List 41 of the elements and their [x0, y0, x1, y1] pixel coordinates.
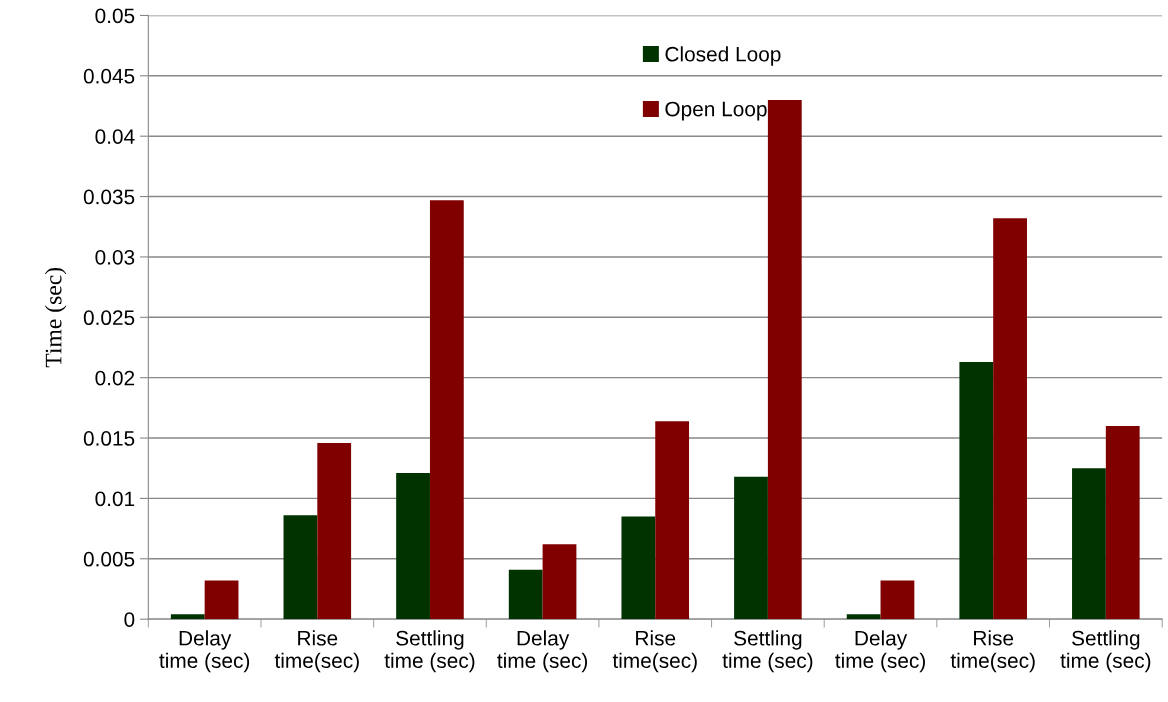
x-tick-label: Settling time (sec) [1060, 630, 1151, 673]
bar [846, 614, 881, 620]
y-tick-label: 0.04 [95, 129, 135, 144]
bar [283, 515, 318, 620]
bar [204, 580, 239, 620]
bar [508, 569, 543, 620]
y-tick-label: 0 [124, 612, 135, 627]
x-tick-label: Rise time(sec) [612, 630, 697, 673]
y-tick-label: 0.015 [83, 431, 135, 446]
bar [993, 218, 1027, 620]
bar [429, 200, 464, 620]
bar [1072, 468, 1106, 620]
y-tick-label: 0.035 [83, 189, 135, 205]
bar [734, 476, 768, 620]
bar [396, 473, 430, 620]
y-axis-title: Time (sec) [44, 267, 67, 368]
y-tick-label: 0.05 [95, 8, 135, 24]
x-tick-label: Rise time(sec) [950, 630, 1035, 673]
y-tick-label: 0.03 [95, 249, 135, 265]
x-tick-label: Rise time(sec) [274, 630, 359, 673]
bar [880, 580, 915, 620]
legend-label: Closed Loop [665, 46, 781, 66]
legend-label: Open Loop [665, 101, 767, 121]
bar [655, 421, 690, 620]
x-tick-label: Delay time (sec) [497, 630, 588, 673]
bar [621, 516, 656, 620]
bar [959, 361, 994, 620]
bar [542, 544, 577, 620]
bar [1105, 425, 1140, 620]
y-tick-label: 0.02 [95, 370, 135, 386]
bar [767, 99, 802, 620]
x-tick-label: Delay time (sec) [159, 630, 250, 673]
bar [170, 614, 205, 620]
x-tick-label: Delay time (sec) [835, 630, 925, 673]
y-tick-label: 0.01 [95, 491, 135, 507]
bar [317, 442, 352, 620]
y-tick-label: 0.025 [83, 310, 135, 326]
y-tick-label: 0.045 [83, 68, 135, 84]
x-tick-label: Settling time (sec) [384, 630, 475, 673]
y-tick-label: 0.005 [83, 551, 135, 567]
x-tick-label: Settling time (sec) [722, 630, 813, 673]
